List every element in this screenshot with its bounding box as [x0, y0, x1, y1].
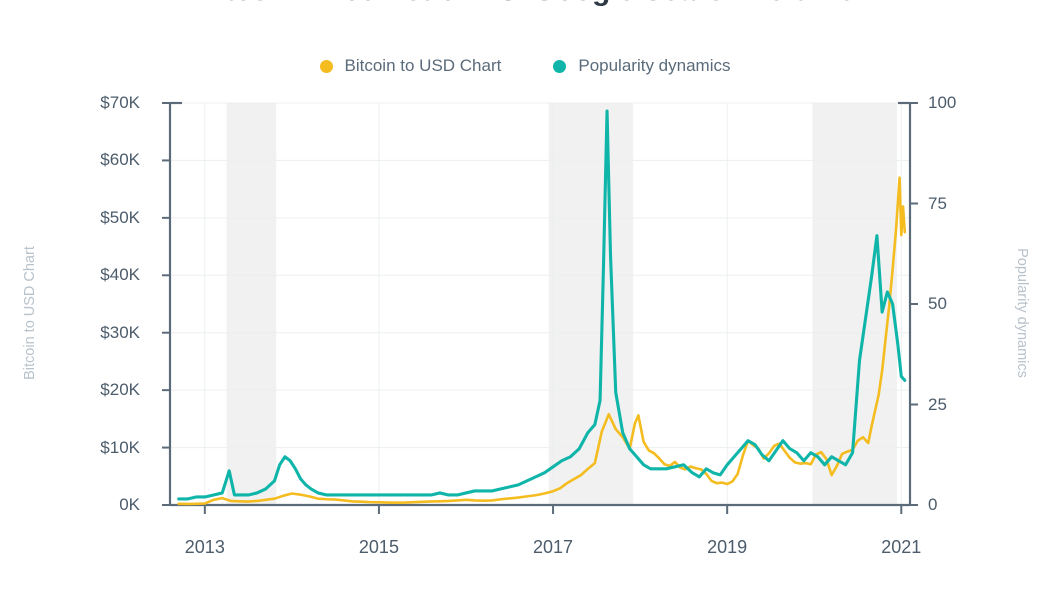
shaded-band	[226, 103, 277, 505]
x-axis-tick-labels: 2013 2015 2017 2019 2021	[0, 537, 1050, 567]
shaded-band	[548, 103, 634, 505]
legend-label-popularity: Popularity dynamics	[578, 56, 731, 75]
left-tick-label: $20K	[100, 380, 140, 400]
axis-ticks	[162, 102, 918, 514]
x-tick-label: 2017	[533, 537, 574, 557]
page-title: Bitcoin Price Action vs. Google Search V…	[0, 0, 1050, 8]
left-tick-label: $50K	[100, 207, 140, 227]
legend-dot-icon-popularity	[553, 59, 567, 73]
right-tick-label: 100	[928, 93, 957, 112]
legend-item-bitcoin[interactable]: Bitcoin to USD Chart	[319, 56, 502, 76]
axis-spines	[168, 101, 912, 507]
right-tick-label: 75	[928, 193, 947, 213]
legend-dot-icon-bitcoin	[319, 59, 333, 73]
series-line-popularity	[177, 109, 907, 501]
left-tick-label: 0K	[119, 495, 140, 514]
legend-label-bitcoin: Bitcoin to USD Chart	[344, 56, 502, 75]
left-tick-label: $30K	[100, 322, 140, 342]
right-tick-label: 0	[928, 495, 938, 514]
x-tick-label: 2019	[707, 537, 748, 557]
x-tick-label: 2015	[358, 537, 399, 557]
right-tick-label: 25	[928, 394, 947, 414]
x-tick-label: 2021	[881, 537, 922, 557]
right-axis-tick-labels: 100 75 50 25 0	[928, 0, 1018, 600]
shaded-bands	[226, 103, 897, 505]
left-tick-label: $70K	[100, 93, 140, 112]
left-axis-tick-labels: $70K $60K $50K $40K $30K $20K $10K 0K	[30, 0, 140, 600]
series-line-bitcoin	[177, 176, 907, 506]
x-tick-label: 2013	[184, 537, 225, 557]
chart-legend: Bitcoin to USD Chart Popularity dynamics	[0, 56, 1050, 76]
left-tick-label: $60K	[100, 150, 140, 170]
left-tick-label: $10K	[100, 437, 140, 457]
legend-item-popularity[interactable]: Popularity dynamics	[553, 56, 730, 76]
left-tick-label: $40K	[100, 265, 140, 285]
gridlines	[170, 102, 910, 505]
right-tick-label: 50	[928, 294, 947, 313]
